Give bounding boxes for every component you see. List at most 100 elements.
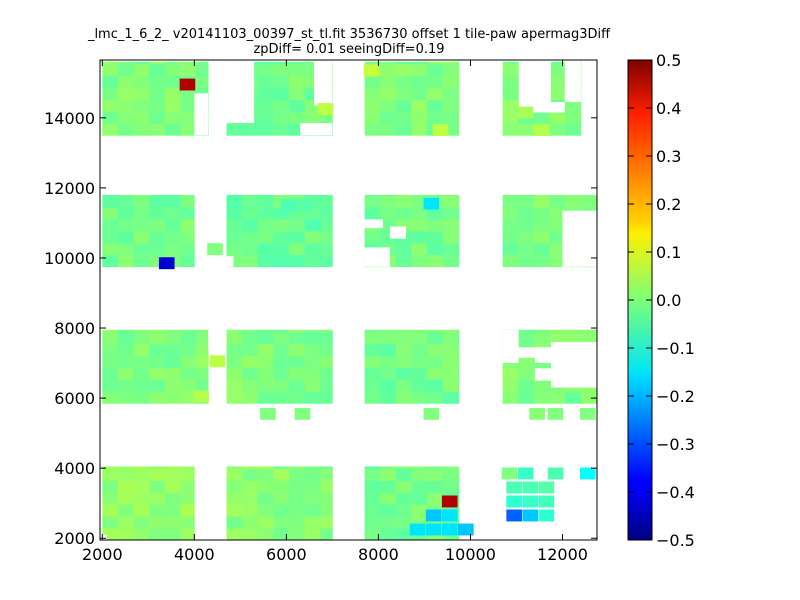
heatmap-cell: [181, 368, 197, 380]
heatmap-cell: [503, 64, 519, 76]
heatmap-cell: [258, 330, 274, 333]
heatmap-cell: [181, 469, 195, 481]
heatmap-cell: [365, 469, 381, 481]
heatmap-cell: [427, 332, 443, 344]
heatmap-cell: [550, 62, 566, 65]
heatmap-cell: [118, 391, 134, 403]
heatmap-cell: [289, 516, 305, 528]
heatmap-cell: [258, 516, 274, 528]
heatmap-cell: [165, 469, 181, 481]
heatmap-cell: [227, 344, 243, 356]
heatmap-cell: [320, 356, 332, 368]
heatmap-cell: [503, 219, 519, 231]
heatmap-cell: [242, 255, 258, 267]
outlier-cell: [522, 481, 538, 493]
heatmap-cell: [503, 380, 519, 392]
colorbar-tick-label: 0.5: [656, 51, 681, 70]
heatmap-cell: [258, 76, 274, 88]
heatmap-cell: [118, 255, 134, 267]
heatmap-cell: [380, 62, 396, 65]
heatmap-cell: [412, 380, 428, 392]
heatmap-cell: [258, 380, 274, 392]
heatmap-cell: [134, 76, 150, 88]
heatmap-cell: [380, 528, 396, 540]
heatmap-cell: [134, 391, 150, 403]
heatmap-cell: [320, 492, 332, 504]
heatmap-cell: [412, 330, 428, 333]
heatmap-cell: [365, 195, 381, 207]
heatmap-cell: [427, 219, 443, 231]
heatmap-cell: [118, 243, 134, 255]
outlier-cell: [518, 107, 534, 119]
heatmap-cell: [550, 195, 566, 207]
heatmap-cell: [427, 62, 443, 65]
heatmap-cell: [165, 356, 181, 368]
heatmap-cell: [273, 492, 289, 504]
heatmap-cell: [396, 243, 412, 255]
heatmap-cell: [365, 112, 381, 124]
heatmap-cell: [273, 195, 289, 196]
heatmap-cell: [380, 516, 396, 528]
outlier-cell: [518, 467, 534, 479]
heatmap-cell: [102, 255, 118, 267]
heatmap-cell: [134, 100, 150, 112]
heatmap-cell: [320, 480, 332, 492]
heatmap-cell: [396, 64, 412, 76]
heatmap-cell: [396, 528, 412, 540]
heatmap-cell: [102, 123, 118, 135]
heatmap-cell: [320, 332, 332, 344]
heatmap-cell: [149, 123, 165, 135]
heatmap-cell: [380, 76, 396, 88]
masked-cell: [102, 535, 107, 540]
heatmap-cell: [365, 516, 381, 528]
heatmap-cell: [305, 480, 321, 492]
heatmap-cell: [320, 504, 332, 516]
heatmap-cell: [134, 466, 150, 469]
outlier-cell: [539, 510, 555, 522]
heatmap-cell: [412, 344, 428, 356]
heatmap-cell: [149, 231, 165, 243]
heatmap-cell: [289, 380, 305, 392]
heatmap-cell: [258, 480, 274, 492]
heatmap-cell: [396, 356, 412, 368]
outlier-cell: [180, 79, 196, 91]
heatmap-cell: [320, 231, 332, 243]
heatmap-cell: [565, 391, 581, 403]
heatmap-cell: [412, 231, 428, 243]
heatmap-cell: [118, 219, 134, 231]
heatmap-cell: [412, 88, 428, 100]
heatmap-cell: [165, 219, 181, 231]
heatmap-cell: [134, 380, 150, 392]
heatmap-cell: [258, 64, 274, 76]
heatmap-cell: [196, 76, 208, 88]
heatmap-cell: [149, 330, 165, 333]
heatmap-cell: [427, 356, 443, 368]
heatmap-cell: [165, 62, 181, 65]
heatmap-cell: [273, 231, 289, 243]
heatmap-cell: [305, 344, 321, 356]
heatmap-cell: [196, 330, 208, 333]
outlier-cell: [295, 408, 311, 420]
heatmap-cell: [320, 380, 332, 392]
masked-cell: [503, 330, 519, 363]
heatmap-cell: [458, 504, 459, 516]
heatmap-cell: [242, 368, 258, 380]
heatmap-cell: [242, 243, 258, 255]
heatmap-cell: [396, 255, 412, 267]
heatmap-cell: [149, 207, 165, 219]
heatmap-cell: [118, 330, 134, 333]
heatmap-cell: [242, 380, 258, 392]
heatmap-cell: [458, 123, 459, 135]
heatmap-cell: [443, 330, 459, 333]
heatmap-cell: [134, 64, 150, 76]
heatmap-cell: [305, 466, 321, 469]
heatmap-cell: [242, 504, 258, 516]
heatmap-cell: [289, 356, 305, 368]
outlier-cell: [548, 467, 564, 479]
heatmap-cell: [458, 195, 459, 207]
heatmap-cell: [534, 231, 550, 243]
heatmap-cell: [518, 195, 534, 207]
heatmap-cell: [149, 88, 165, 100]
heatmap-cell: [550, 112, 566, 124]
heatmap-cell: [305, 231, 321, 243]
